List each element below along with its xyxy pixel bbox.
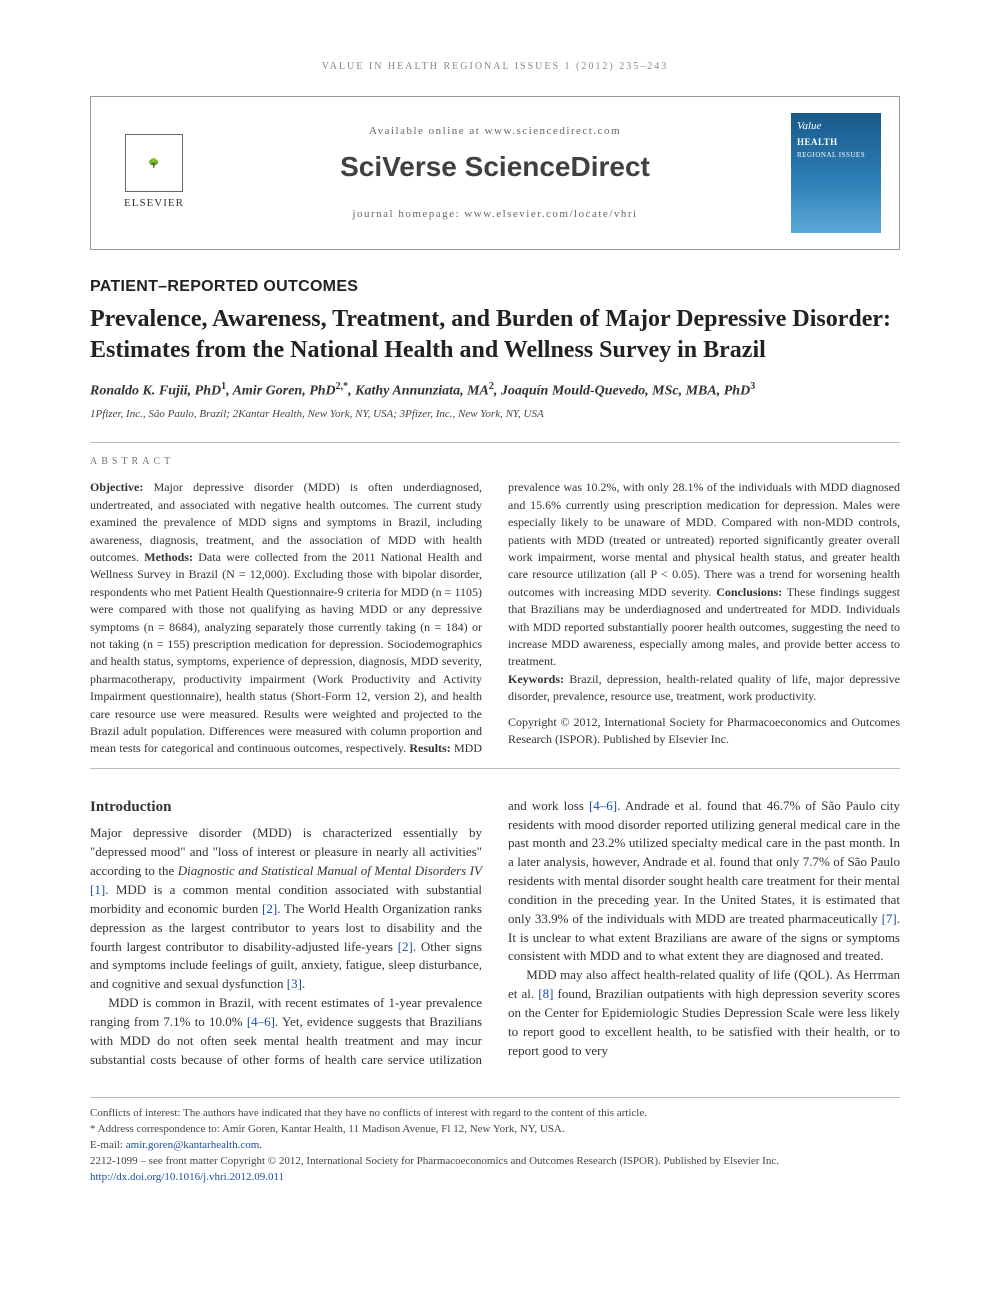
article-title: Prevalence, Awareness, Treatment, and Bu…	[90, 304, 900, 365]
elsevier-tree-icon: 🌳	[125, 134, 183, 192]
available-online-line: Available online at www.sciencedirect.co…	[217, 124, 773, 139]
divider	[90, 442, 900, 443]
journal-homepage-line: journal homepage: www.elsevier.com/locat…	[217, 207, 773, 222]
correspondence: * Address correspondence to: Amir Goren,…	[90, 1122, 900, 1138]
doi-link[interactable]: http://dx.doi.org/10.1016/j.vhri.2012.09…	[90, 1171, 284, 1183]
header-center: Available online at www.sciencedirect.co…	[217, 124, 773, 222]
footnotes: Conflicts of interest: The authors have …	[90, 1097, 900, 1186]
section-label: PATIENT–REPORTED OUTCOMES	[90, 276, 900, 298]
issn-copyright-line: 2212-1099 – see front matter Copyright ©…	[90, 1154, 900, 1170]
sciverse-sciencedirect-logo: SciVerse ScienceDirect	[217, 147, 773, 186]
email-link[interactable]: amir.goren@kantarhealth.com	[126, 1139, 260, 1151]
methods-label: Methods:	[144, 550, 193, 564]
email-label: E-mail:	[90, 1139, 126, 1151]
elsevier-logo: 🌳 ELSEVIER	[109, 128, 199, 218]
journal-header: 🌳 ELSEVIER Available online at www.scien…	[90, 96, 900, 250]
conclusions-label: Conclusions:	[716, 585, 782, 599]
conflicts-of-interest: Conflicts of interest: The authors have …	[90, 1106, 900, 1122]
abstract-label: ABSTRACT	[90, 455, 900, 469]
methods-text: Data were collected from the 2011 Nation…	[90, 550, 482, 755]
cover-title-2: HEALTH	[797, 136, 875, 149]
results-label: Results:	[409, 741, 450, 755]
keywords-text: Brazil, depression, health-related quali…	[508, 672, 900, 703]
affiliations: 1Pfizer, Inc., São Paulo, Brazil; 2Kanta…	[90, 407, 900, 422]
cover-title-3: REGIONAL ISSUES	[797, 151, 875, 161]
intro-paragraph-1: Major depressive disorder (MDD) is chara…	[90, 824, 482, 994]
divider	[90, 768, 900, 769]
abstract-body: Objective: Major depressive disorder (MD…	[90, 479, 900, 757]
abstract-copyright: Copyright © 2012, International Society …	[508, 714, 900, 749]
objective-label: Objective:	[90, 480, 143, 494]
elsevier-name: ELSEVIER	[124, 196, 184, 211]
journal-cover-thumbnail: Value HEALTH REGIONAL ISSUES	[791, 113, 881, 233]
intro-paragraph-3: MDD may also affect health-related quali…	[508, 966, 900, 1060]
keywords-label: Keywords:	[508, 672, 564, 686]
article-body: Introduction Major depressive disorder (…	[90, 797, 900, 1070]
running-head: VALUE IN HEALTH REGIONAL ISSUES 1 (2012)…	[90, 60, 900, 74]
correspondence-text: Amir Goren, Kantar Health, 11 Madison Av…	[220, 1123, 565, 1135]
introduction-heading: Introduction	[90, 797, 482, 819]
email-line: E-mail: amir.goren@kantarhealth.com.	[90, 1138, 900, 1154]
cover-title-1: Value	[797, 119, 875, 134]
author-list: Ronaldo K. Fujii, PhD1, Amir Goren, PhD2…	[90, 380, 900, 401]
correspondence-label: * Address correspondence to:	[90, 1123, 220, 1135]
